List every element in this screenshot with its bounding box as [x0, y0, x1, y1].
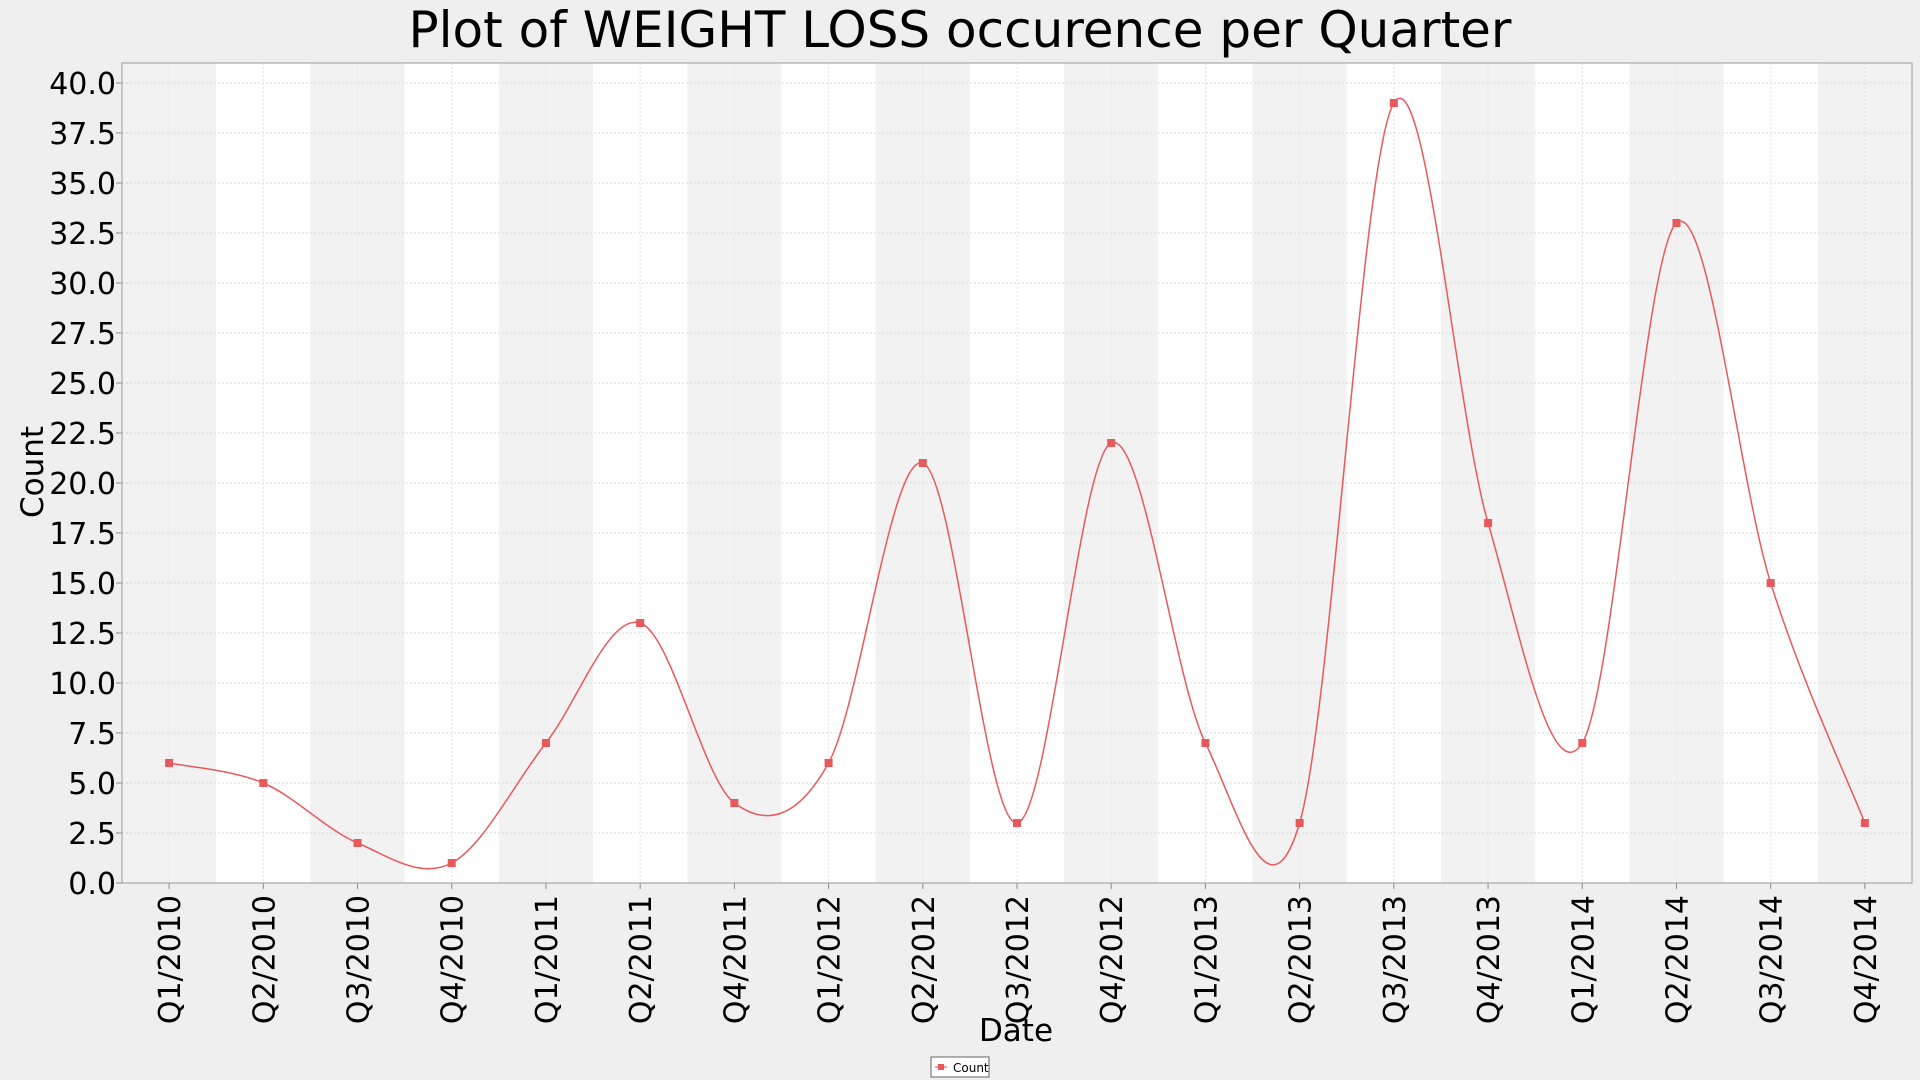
y-tick-label: 5.0: [68, 767, 116, 802]
legend-marker-swatch: [938, 1064, 944, 1070]
data-point: [824, 759, 833, 767]
data-point: [1295, 819, 1304, 827]
x-tick-label: Q2/2013: [1284, 895, 1319, 1024]
x-tick-label: Q4/2013: [1472, 895, 1507, 1024]
x-tick-label: Q3/2013: [1378, 895, 1413, 1024]
data-point: [541, 739, 550, 747]
x-tick-label: Q1/2012: [813, 895, 848, 1024]
y-tick-label: 30.0: [49, 267, 116, 302]
data-point: [730, 799, 739, 807]
data-point: [1107, 439, 1116, 447]
y-tick-label: 37.5: [49, 117, 116, 152]
x-tick-label: Q4/2010: [436, 895, 471, 1024]
x-tick-label: Q3/2014: [1755, 895, 1790, 1024]
x-tick-label: Q1/2011: [530, 895, 565, 1024]
x-tick-label: Q3/2010: [342, 895, 377, 1024]
data-point: [1013, 819, 1021, 827]
y-tick-label: 15.0: [49, 567, 116, 602]
x-tick-label: Q1/2013: [1189, 895, 1224, 1024]
x-tick-label: Q4/2012: [1095, 895, 1130, 1024]
x-tick-label: Q4/2011: [718, 895, 753, 1024]
y-tick-label: 0.0: [68, 867, 116, 902]
y-tick-label: 2.5: [68, 817, 116, 852]
series-line: [168, 97, 1866, 870]
data-point: [447, 859, 456, 867]
x-tick-label: Q1/2010: [153, 895, 188, 1024]
y-tick-label: 12.5: [49, 617, 116, 652]
y-tick-label: 7.5: [68, 717, 116, 752]
legend-entry: Count: [953, 1061, 989, 1075]
legend-box: [930, 1056, 990, 1078]
data-point: [1484, 519, 1493, 527]
x-tick-label: Q2/2012: [907, 895, 942, 1024]
x-axis-label: Date: [979, 1013, 1053, 1049]
plot-frame: [121, 62, 1913, 884]
data-point: [259, 779, 268, 787]
plot-area: 0.0 2.5 5.0 7.5 10.0 12.5 15.0 17.5 20.0 22.5 25.0…: [49, 62, 1913, 1024]
y-tick-label: 20.0: [49, 467, 116, 502]
data-point: [1201, 739, 1210, 747]
data-point: [636, 619, 645, 627]
chart-title: Plot of WEIGHT LOSS occurence per Quarte…: [408, 1, 1511, 59]
data-point: [353, 839, 362, 847]
y-tick-label: 22.5: [49, 417, 116, 452]
data-point: [165, 759, 174, 767]
data-point: [1389, 99, 1398, 107]
legend: Count: [930, 1056, 990, 1078]
x-tick-label: Q4/2014: [1849, 895, 1884, 1024]
x-tick-label: Q2/2014: [1660, 895, 1695, 1024]
x-tick-label: Q2/2011: [624, 895, 659, 1024]
y-tick-label: 25.0: [49, 367, 116, 402]
y-tick-label: 17.5: [49, 517, 116, 552]
x-tick-label: Q3/2012: [1001, 895, 1036, 1024]
y-tick-label: 10.0: [49, 667, 116, 702]
y-tick-label: 32.5: [49, 217, 116, 252]
data-point: [1578, 739, 1587, 747]
x-tick-label: Q1/2014: [1566, 895, 1601, 1024]
y-axis-label: Count: [15, 426, 51, 518]
data-point: [1672, 219, 1681, 227]
data-point: [1860, 819, 1869, 827]
y-tick-label: 35.0: [49, 167, 116, 202]
y-tick-label: 27.5: [49, 317, 116, 352]
data-point: [1766, 579, 1775, 587]
data-point: [918, 459, 927, 467]
y-tick-label: 40.0: [49, 67, 116, 102]
x-tick-label: Q2/2010: [247, 895, 282, 1024]
